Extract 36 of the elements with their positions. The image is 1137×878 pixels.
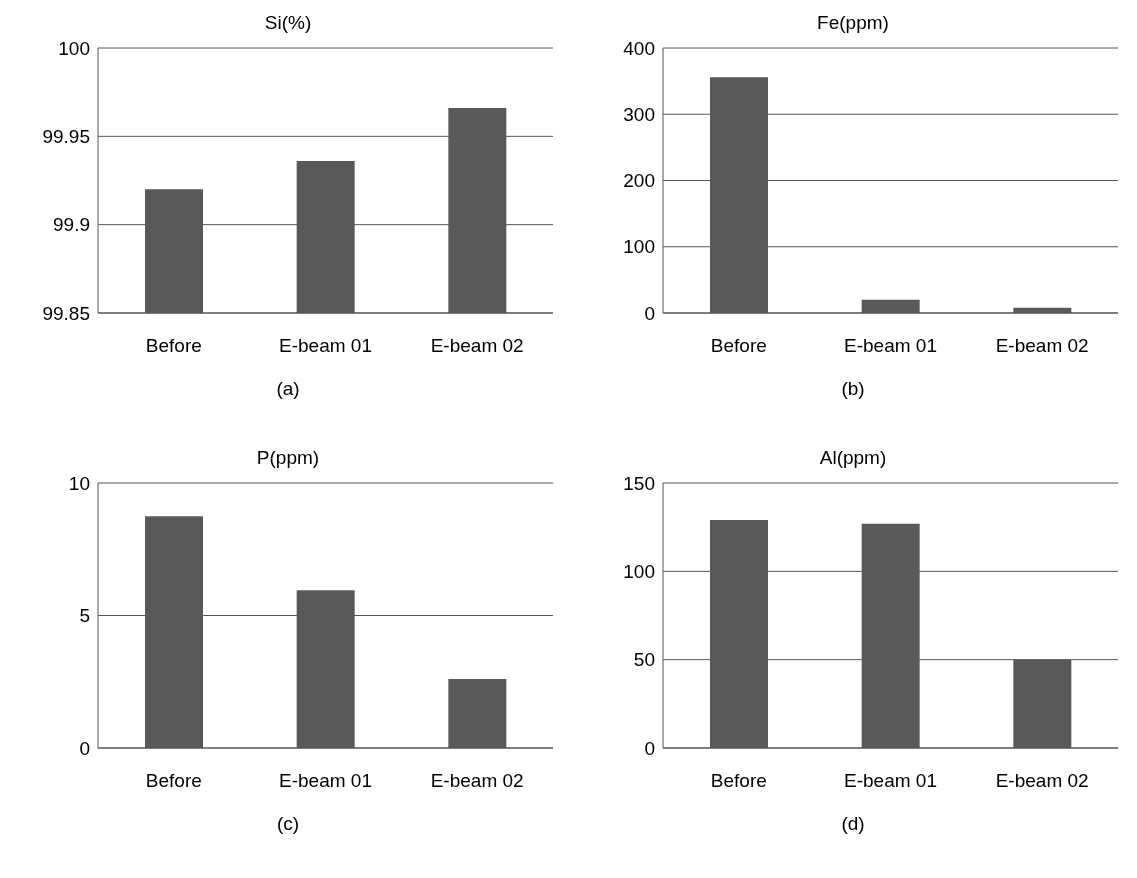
y-tick-label: 100 <box>58 37 90 59</box>
chart-title: Al(ppm) <box>818 446 888 470</box>
x-axis-title: (c) <box>275 813 301 835</box>
y-tick-label: 100 <box>623 561 655 583</box>
y-tick-label: 99.9 <box>53 214 90 236</box>
x-tick-label: E-beam 02 <box>995 770 1089 792</box>
x-axis-title: (b) <box>840 378 866 400</box>
y-tick-label: 0 <box>644 737 655 759</box>
chart-title: P(ppm) <box>255 446 321 470</box>
y-tick-label: 400 <box>623 37 655 59</box>
x-tick-label: E-beam 01 <box>844 335 937 357</box>
x-axis-title: (a) <box>275 378 301 400</box>
x-tick-label: E-beam 02 <box>430 335 524 357</box>
x-tick-label: E-beam 02 <box>995 335 1089 357</box>
y-tick-label: 5 <box>79 605 90 627</box>
y-tick-label: 99.95 <box>42 126 90 148</box>
x-tick-label: Before <box>145 770 202 792</box>
y-tick-label: 100 <box>623 236 655 258</box>
y-tick-label: 0 <box>79 737 90 759</box>
x-tick-label: E-beam 02 <box>430 770 524 792</box>
y-tick-label: 0 <box>644 302 655 324</box>
y-tick-label: 99.85 <box>42 302 90 324</box>
x-tick-label: E-beam 01 <box>844 770 937 792</box>
x-tick-label: Before <box>710 770 767 792</box>
y-tick-label: 10 <box>68 472 90 494</box>
y-tick-label: 300 <box>623 104 655 125</box>
x-tick-label: Before <box>145 335 202 357</box>
y-tick-label: 50 <box>633 649 655 671</box>
x-tick-label: E-beam 01 <box>279 770 372 792</box>
x-tick-label: Before <box>710 335 767 357</box>
y-tick-label: 200 <box>623 170 655 192</box>
chart-title: Si(%) <box>263 11 313 35</box>
x-axis-title: (d) <box>840 813 866 835</box>
y-tick-label: 150 <box>623 472 655 494</box>
x-tick-label: E-beam 01 <box>279 335 372 357</box>
chart-title: Fe(ppm) <box>816 11 890 35</box>
